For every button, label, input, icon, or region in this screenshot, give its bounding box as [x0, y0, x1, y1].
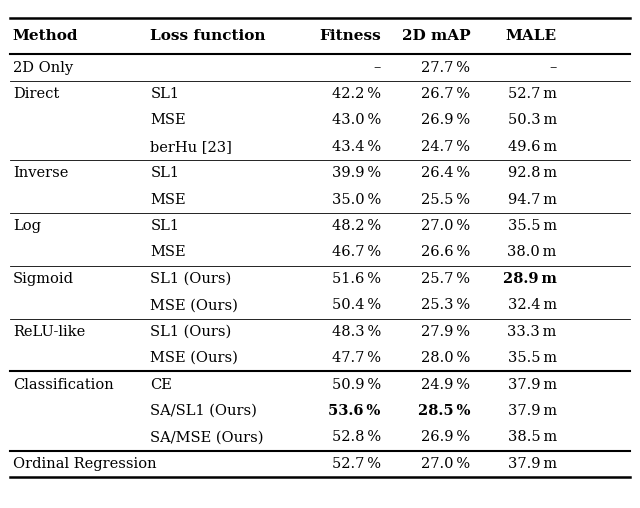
- Text: 48.3 %: 48.3 %: [332, 325, 381, 339]
- Text: 24.9 %: 24.9 %: [421, 377, 470, 392]
- Text: 43.4 %: 43.4 %: [332, 140, 381, 154]
- Text: 32.4 m: 32.4 m: [508, 298, 557, 312]
- Text: 52.7 m: 52.7 m: [508, 87, 557, 101]
- Text: 25.3 %: 25.3 %: [421, 298, 470, 312]
- Text: SL1: SL1: [150, 87, 179, 101]
- Text: 26.9 %: 26.9 %: [421, 430, 470, 444]
- Text: 52.8 %: 52.8 %: [332, 430, 381, 444]
- Text: 25.5 %: 25.5 %: [421, 193, 470, 207]
- Text: 26.6 %: 26.6 %: [421, 245, 470, 260]
- Text: SL1 (Ours): SL1 (Ours): [150, 272, 232, 286]
- Text: MSE (Ours): MSE (Ours): [150, 351, 238, 365]
- Text: 46.7 %: 46.7 %: [332, 245, 381, 260]
- Text: Method: Method: [13, 29, 78, 43]
- Text: Loss function: Loss function: [150, 29, 266, 43]
- Text: 27.0 %: 27.0 %: [421, 219, 470, 233]
- Text: 27.7 %: 27.7 %: [421, 60, 470, 75]
- Text: 24.7 %: 24.7 %: [421, 140, 470, 154]
- Text: SL1 (Ours): SL1 (Ours): [150, 325, 232, 339]
- Text: 27.9 %: 27.9 %: [421, 325, 470, 339]
- Text: 35.5 m: 35.5 m: [508, 219, 557, 233]
- Text: MSE (Ours): MSE (Ours): [150, 298, 238, 312]
- Text: 49.6 m: 49.6 m: [508, 140, 557, 154]
- Text: –: –: [373, 60, 381, 75]
- Text: 37.9 m: 37.9 m: [508, 457, 557, 471]
- Text: 37.9 m: 37.9 m: [508, 404, 557, 418]
- Text: 28.5 %: 28.5 %: [418, 404, 470, 418]
- Text: Sigmoid: Sigmoid: [13, 272, 74, 286]
- Text: Log: Log: [13, 219, 41, 233]
- Text: –: –: [549, 60, 557, 75]
- Text: MALE: MALE: [506, 29, 557, 43]
- Text: SA/MSE (Ours): SA/MSE (Ours): [150, 430, 264, 444]
- Text: 2D Only: 2D Only: [13, 60, 73, 75]
- Text: 27.0 %: 27.0 %: [421, 457, 470, 471]
- Text: Classification: Classification: [13, 377, 113, 392]
- Text: SL1: SL1: [150, 219, 179, 233]
- Text: 28.9 m: 28.9 m: [503, 272, 557, 286]
- Text: ReLU-like: ReLU-like: [13, 325, 85, 339]
- Text: 26.9 %: 26.9 %: [421, 113, 470, 128]
- Text: SL1: SL1: [150, 166, 179, 180]
- Text: 26.7 %: 26.7 %: [421, 87, 470, 101]
- Text: 53.6 %: 53.6 %: [328, 404, 381, 418]
- Text: 38.0 m: 38.0 m: [508, 245, 557, 260]
- Text: 33.3 m: 33.3 m: [508, 325, 557, 339]
- Text: MSE: MSE: [150, 113, 186, 128]
- Text: Fitness: Fitness: [319, 29, 381, 43]
- Text: 51.6 %: 51.6 %: [332, 272, 381, 286]
- Text: 35.5 m: 35.5 m: [508, 351, 557, 365]
- Text: CE: CE: [150, 377, 172, 392]
- Text: 50.4 %: 50.4 %: [332, 298, 381, 312]
- Text: 94.7 m: 94.7 m: [508, 193, 557, 207]
- Text: 43.0 %: 43.0 %: [332, 113, 381, 128]
- Text: berHu [23]: berHu [23]: [150, 140, 232, 154]
- Text: MSE: MSE: [150, 245, 186, 260]
- Text: 42.2 %: 42.2 %: [332, 87, 381, 101]
- Text: Ordinal Regression: Ordinal Regression: [13, 457, 156, 471]
- Text: 50.3 m: 50.3 m: [508, 113, 557, 128]
- Text: Inverse: Inverse: [13, 166, 68, 180]
- Text: 39.9 %: 39.9 %: [332, 166, 381, 180]
- Text: 38.5 m: 38.5 m: [508, 430, 557, 444]
- Text: 28.0 %: 28.0 %: [421, 351, 470, 365]
- Text: Direct: Direct: [13, 87, 59, 101]
- Text: 48.2 %: 48.2 %: [332, 219, 381, 233]
- Text: 25.7 %: 25.7 %: [421, 272, 470, 286]
- Text: 2D mAP: 2D mAP: [402, 29, 470, 43]
- Text: 50.9 %: 50.9 %: [332, 377, 381, 392]
- Text: 37.9 m: 37.9 m: [508, 377, 557, 392]
- Text: 47.7 %: 47.7 %: [332, 351, 381, 365]
- Text: MSE: MSE: [150, 193, 186, 207]
- Text: 92.8 m: 92.8 m: [508, 166, 557, 180]
- Text: 26.4 %: 26.4 %: [421, 166, 470, 180]
- Text: 35.0 %: 35.0 %: [332, 193, 381, 207]
- Text: SA/SL1 (Ours): SA/SL1 (Ours): [150, 404, 257, 418]
- Text: 52.7 %: 52.7 %: [332, 457, 381, 471]
